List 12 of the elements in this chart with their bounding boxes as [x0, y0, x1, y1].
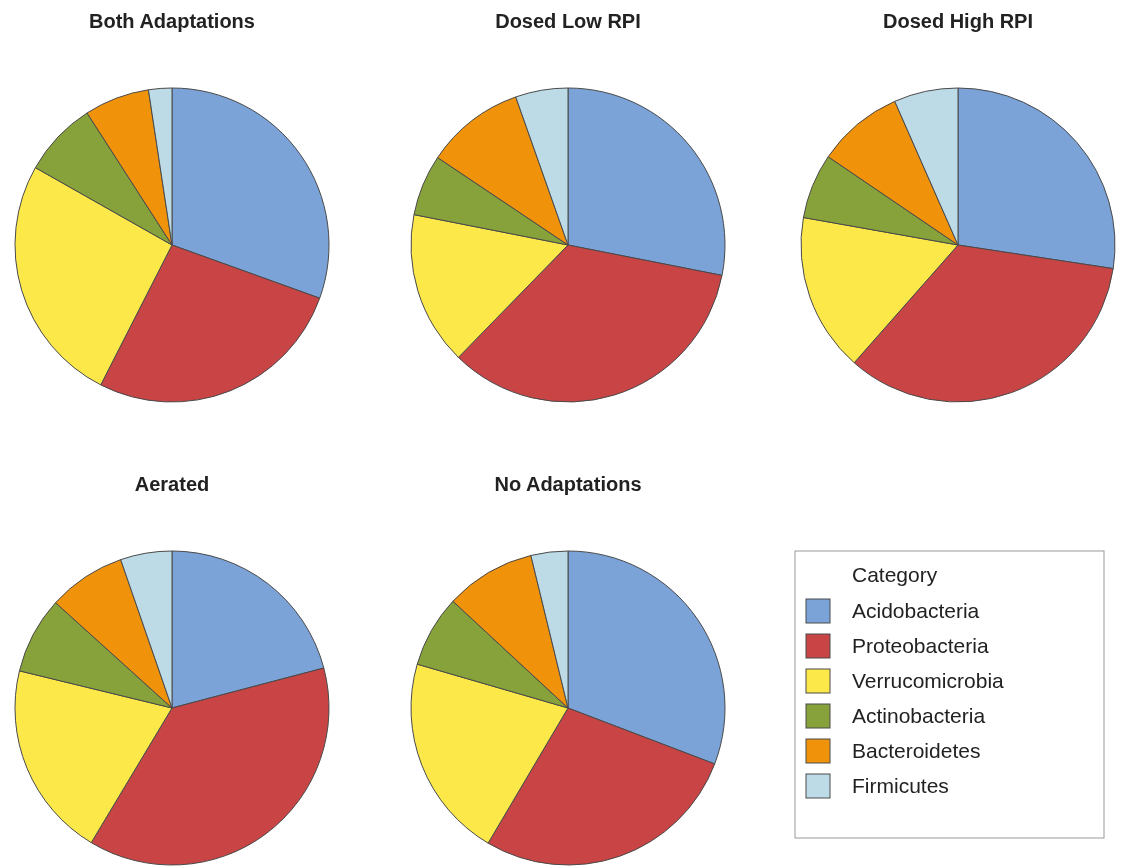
legend-label: Firmicutes — [852, 774, 949, 797]
chart-title: Dosed High RPI — [882, 10, 1034, 32]
chart-title: No Adaptations — [494, 473, 642, 495]
legend-title: Category — [852, 563, 938, 586]
chart-title: Aerated — [134, 473, 210, 495]
chart-title: Dosed Low RPI — [495, 10, 641, 32]
legend-label: Verrucomicrobia — [852, 669, 1005, 692]
chart-title: Both Adaptations — [89, 10, 255, 32]
legend-label: Bacteroidetes — [852, 739, 981, 762]
legend-label: Acidobacteria — [852, 599, 980, 622]
legend-label: Proteobacteria — [852, 634, 989, 657]
legend-label: Actinobacteria — [852, 704, 986, 727]
